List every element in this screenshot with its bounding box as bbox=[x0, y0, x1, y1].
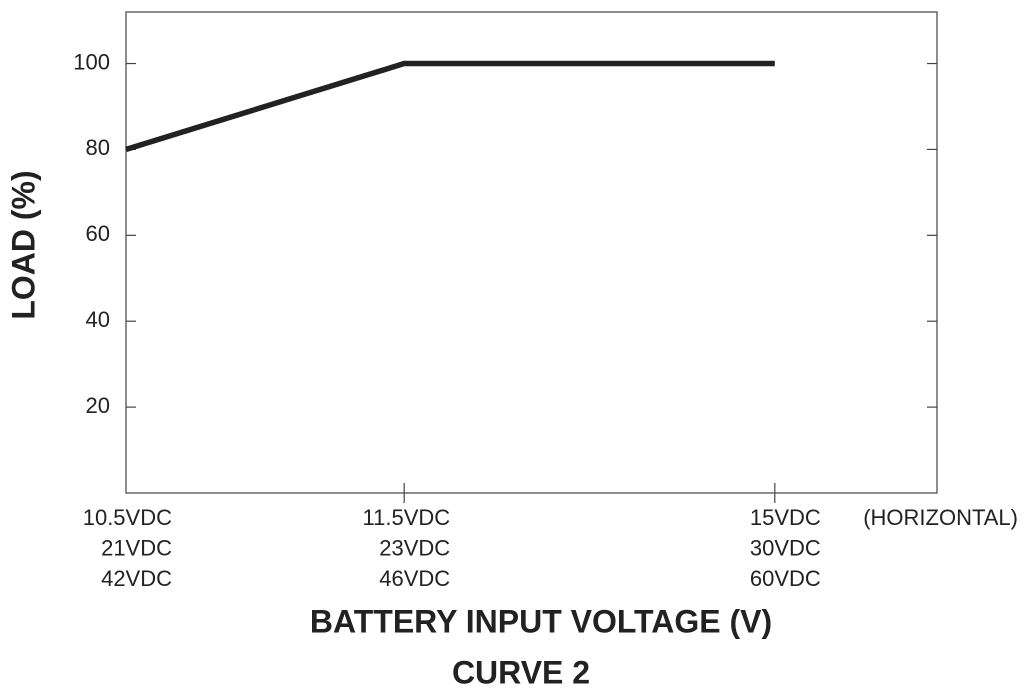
x-tick-label: 23VDC bbox=[379, 535, 450, 560]
y-axis-label: LOAD (%) bbox=[5, 170, 41, 319]
data-line bbox=[125, 60, 775, 153]
y-tick-label: 80 bbox=[86, 135, 110, 160]
y-tick-label: 20 bbox=[86, 393, 110, 418]
x-tick-label: 46VDC bbox=[379, 566, 450, 591]
y-tick-label: 100 bbox=[73, 49, 110, 74]
x-axis-note: (HORIZONTAL) bbox=[863, 505, 1018, 530]
y-tick-label: 60 bbox=[86, 221, 110, 246]
x-tick-label: 42VDC bbox=[101, 566, 172, 591]
x-tick-label: 21VDC bbox=[101, 535, 172, 560]
x-tick-label: 11.5VDC bbox=[363, 505, 451, 530]
x-tick-label: 30VDC bbox=[750, 535, 821, 560]
y-tick-label: 40 bbox=[86, 307, 110, 332]
x-tick-label: 15VDC bbox=[750, 505, 821, 530]
x-tick-label: 10.5VDC bbox=[83, 505, 172, 530]
plot-frame bbox=[125, 11, 938, 494]
x-axis-label: BATTERY INPUT VOLTAGE (V) bbox=[310, 603, 772, 639]
x-tick-label: 60VDC bbox=[750, 566, 821, 591]
caption: CURVE 2 bbox=[452, 654, 590, 690]
